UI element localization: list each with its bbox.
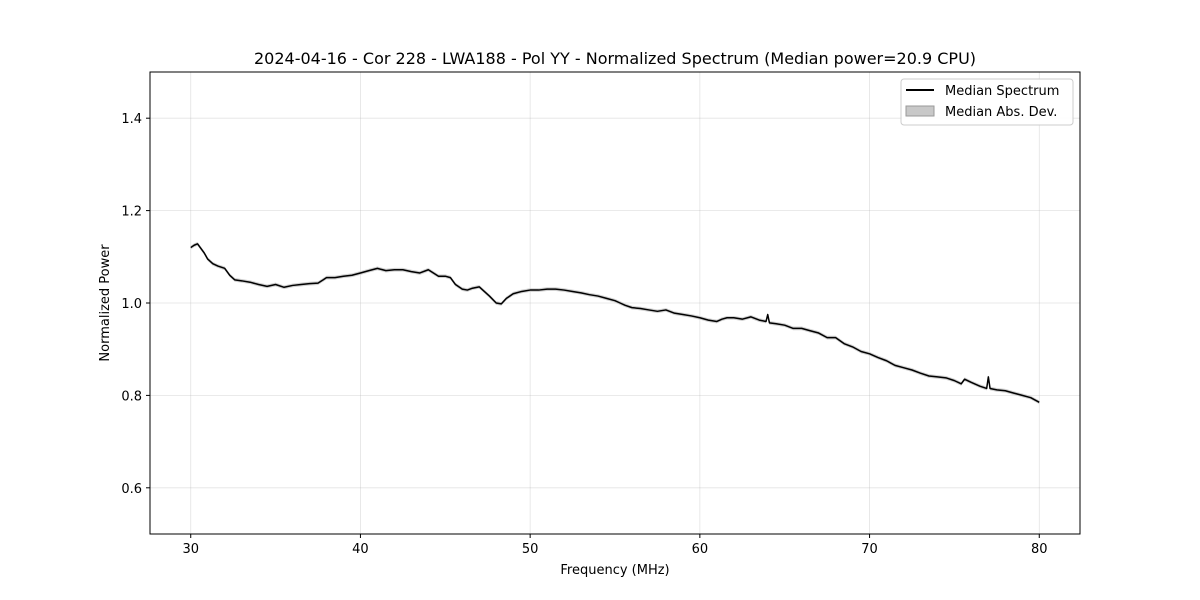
median-spectrum-series: [190, 243, 1040, 403]
x-tick-label: 60: [692, 542, 709, 557]
x-tick-label: 70: [861, 542, 878, 557]
y-tick-label: 1.0: [121, 297, 142, 312]
x-tick-label: 80: [1031, 542, 1048, 557]
legend-label-median-spectrum: Median Spectrum: [945, 84, 1059, 99]
y-tick-label: 0.6: [121, 482, 142, 497]
y-tick-label: 0.8: [121, 389, 142, 404]
x-axis-ticks: 30 40 50 60 70 80: [182, 534, 1048, 557]
legend: Median Spectrum Median Abs. Dev.: [900, 78, 1074, 126]
x-axis-label: Frequency (MHz): [560, 563, 669, 578]
y-axis-label: Normalized Power: [98, 244, 113, 362]
legend-swatch-median-abs-dev: [905, 105, 935, 117]
y-tick-label: 1.4: [121, 112, 142, 127]
legend-box: [900, 78, 1074, 126]
legend-label-median-abs-dev: Median Abs. Dev.: [945, 105, 1057, 120]
chart-title: 2024-04-16 - Cor 228 - LWA188 - Pol YY -…: [254, 49, 976, 68]
median-spectrum-line: [190, 243, 1040, 403]
x-tick-label: 30: [182, 542, 199, 557]
x-tick-label: 40: [352, 542, 369, 557]
x-tick-label: 50: [522, 542, 539, 557]
y-tick-label: 1.2: [121, 205, 142, 220]
y-axis-ticks: 0.6 0.8 1.0 1.2 1.4: [121, 112, 150, 497]
